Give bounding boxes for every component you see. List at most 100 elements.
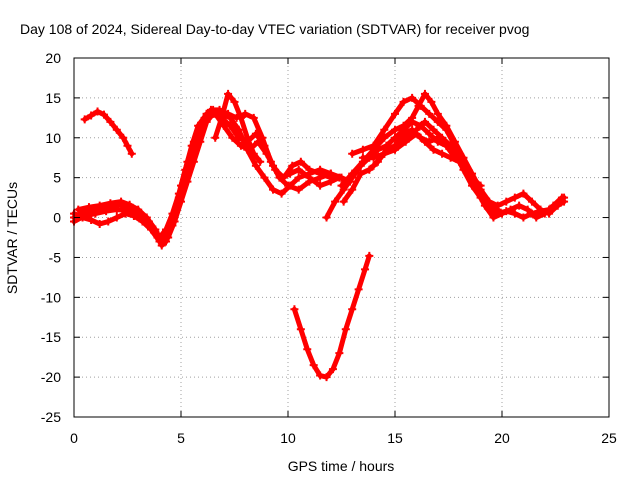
data-point: [502, 197, 511, 206]
x-tick-label: 15: [387, 430, 403, 446]
data-point: [365, 165, 374, 174]
data-point: [183, 157, 192, 166]
y-tick-label: 0: [53, 210, 61, 226]
data-point: [230, 97, 239, 106]
data-point: [459, 161, 468, 170]
data-point: [95, 219, 104, 228]
data-point: [498, 209, 506, 218]
data-point: [168, 213, 177, 222]
data-point: [322, 213, 331, 222]
y-tick-label: -5: [49, 249, 62, 265]
data-point: [155, 237, 164, 246]
data-point: [433, 109, 442, 118]
data-point: [519, 213, 528, 222]
series-arc-a: [80, 107, 136, 158]
data-point: [290, 305, 299, 314]
data-point: [328, 365, 337, 374]
data-point: [399, 121, 408, 130]
x-tick-label: 10: [280, 430, 296, 446]
data-point: [414, 101, 423, 110]
data-point: [369, 145, 378, 154]
data-point: [354, 285, 363, 294]
data-point: [251, 161, 260, 170]
data-point: [425, 137, 434, 146]
series-arc-n: [70, 209, 164, 246]
series-line: [291, 253, 372, 380]
data-point: [179, 181, 188, 190]
x-axis-label: GPS time / hours: [288, 458, 395, 474]
chart-title: Day 108 of 2024, Sidereal Day-to-day VTE…: [20, 21, 529, 37]
data-point: [540, 209, 549, 218]
data-point: [104, 217, 113, 226]
data-point: [361, 265, 370, 274]
data-point: [226, 113, 235, 122]
data-point: [87, 215, 96, 224]
data-point: [401, 137, 410, 146]
data-point: [391, 125, 399, 134]
data-point: [480, 201, 489, 210]
series-arc-i: [322, 117, 569, 222]
data-point: [425, 109, 434, 118]
data-point: [236, 113, 245, 122]
data-point: [234, 125, 243, 134]
data-point: [515, 201, 524, 210]
data-point: [91, 209, 100, 218]
data-point: [99, 110, 108, 119]
data-point: [303, 345, 312, 354]
data-point: [316, 165, 325, 174]
data-point: [358, 145, 367, 154]
series-line: [174, 107, 334, 213]
data-point: [322, 373, 331, 382]
data-point: [429, 145, 438, 154]
y-tick-label: 10: [45, 130, 61, 146]
data-point: [106, 117, 115, 126]
data-point: [296, 157, 305, 166]
data-point: [286, 181, 295, 190]
series-arc-f: [211, 89, 265, 166]
data-point: [348, 185, 357, 194]
series-arc-k: [337, 89, 569, 218]
data-point: [279, 173, 288, 182]
data-point: [305, 169, 314, 178]
x-tick-label: 0: [70, 430, 78, 446]
data-point: [147, 225, 156, 234]
data-point: [256, 157, 265, 166]
data-point: [211, 133, 220, 142]
plot-frame: [73, 57, 610, 418]
data-point: [369, 153, 378, 162]
data-point: [84, 203, 93, 212]
y-tick-label: -15: [41, 329, 61, 345]
axis-ticks: 0 5 10 15 20 25 -25 -20 -15 -10 -5 0 5 10 15 20: [41, 50, 617, 446]
data-point: [117, 197, 126, 206]
data-point: [427, 97, 436, 106]
data-point: [399, 97, 408, 106]
data-point: [373, 157, 382, 166]
series-line: [324, 119, 567, 221]
data-point: [493, 201, 502, 210]
data-point: [138, 217, 147, 226]
data-point: [316, 371, 325, 380]
data-point: [450, 153, 459, 162]
data-point: [74, 205, 83, 214]
data-point: [433, 133, 442, 142]
data-point: [228, 133, 237, 142]
data-point: [294, 185, 303, 194]
series-arc-o: [339, 125, 485, 206]
data-point: [127, 149, 136, 158]
data-point: [162, 229, 171, 238]
data-point: [296, 325, 305, 334]
data-point: [485, 197, 494, 206]
data-point: [425, 129, 434, 138]
data-point: [356, 169, 365, 178]
data-point: [112, 213, 121, 222]
data-point: [326, 169, 335, 178]
x-tick-label: 5: [177, 430, 185, 446]
y-tick-label: 15: [45, 90, 61, 106]
data-point: [408, 113, 417, 122]
data-point: [380, 133, 389, 142]
data-point: [510, 209, 519, 218]
data-point: [549, 201, 558, 210]
data-point: [391, 141, 399, 150]
data-point: [309, 361, 318, 370]
data-point: [121, 209, 130, 218]
